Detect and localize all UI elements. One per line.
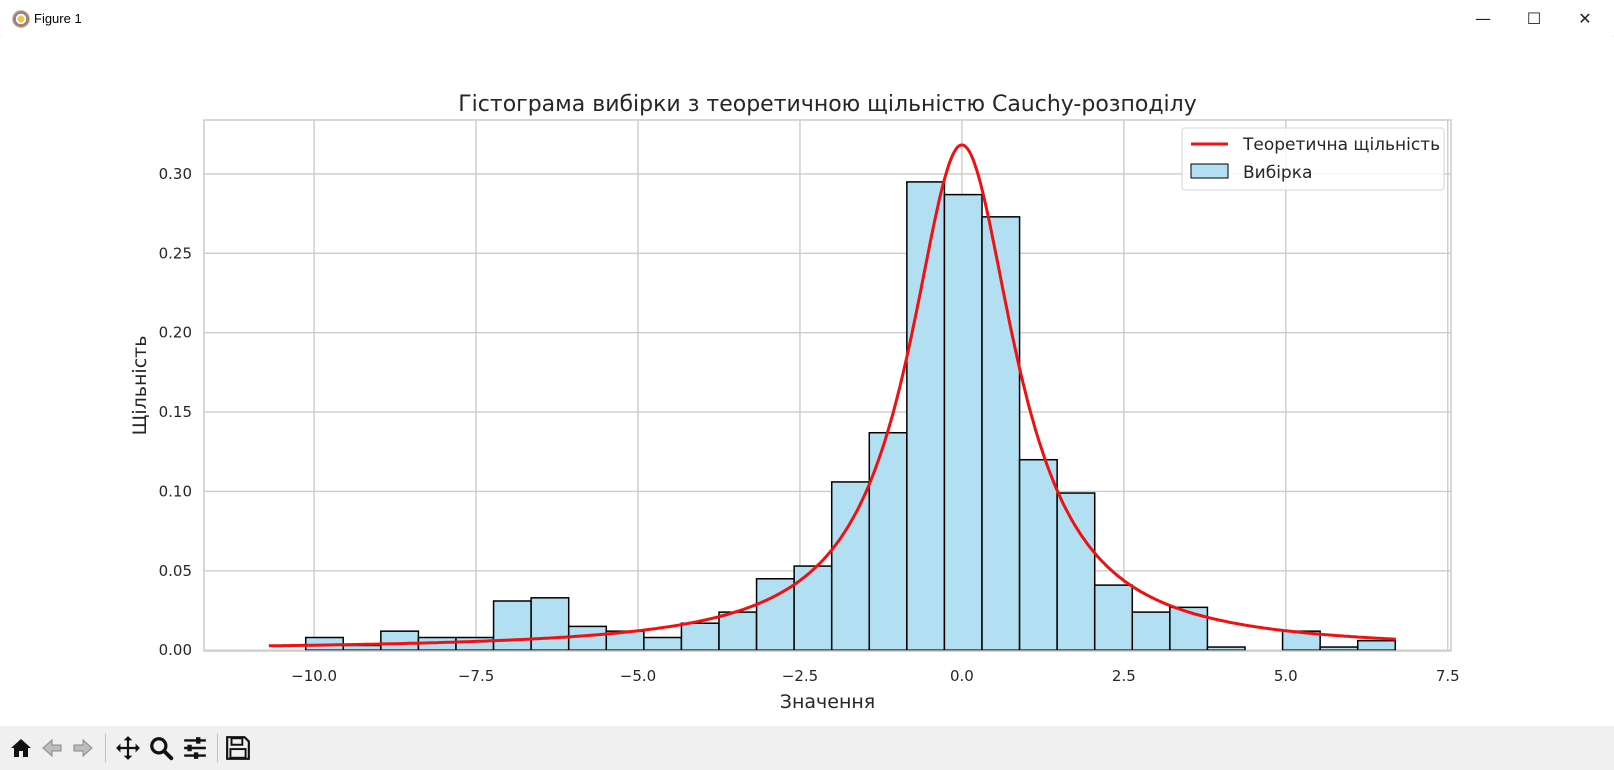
save-icon <box>226 736 250 760</box>
x-tick-label: 2.5 <box>1112 667 1136 685</box>
figure-canvas[interactable]: −10.0 −7.5 −5.0 −2.5 0.0 2.5 5.0 7.5 0.00 0.05 0.… <box>2 36 1612 726</box>
maximize-button[interactable]: ☐ <box>1526 8 1542 28</box>
matplotlib-logo-icon <box>12 10 30 28</box>
legend-bar-swatch <box>1190 163 1229 179</box>
x-tick-label: 5.0 <box>1274 667 1298 685</box>
x-tick-label: −10.0 <box>291 667 337 685</box>
arrow-left-icon <box>42 738 62 758</box>
magnifier-icon <box>150 737 174 761</box>
histogram-bar <box>1131 611 1171 651</box>
close-button[interactable]: ✕ <box>1578 8 1592 28</box>
histogram-bar <box>1356 639 1397 651</box>
histogram-bar <box>643 636 683 651</box>
home-button[interactable] <box>6 733 36 763</box>
navigation-toolbar <box>0 726 1614 770</box>
x-tick-label: 7.5 <box>1436 667 1460 685</box>
histogram-bar <box>380 630 420 651</box>
pan-button[interactable] <box>113 733 143 763</box>
configure-subplots-button[interactable] <box>180 733 210 763</box>
save-button[interactable] <box>223 733 253 763</box>
x-axis-label: Значення <box>780 691 875 713</box>
toolbar-separator <box>105 734 106 762</box>
histogram-bar <box>906 181 946 651</box>
histogram-bar <box>868 431 908 651</box>
x-tick-label: 0.0 <box>950 667 974 685</box>
home-icon <box>11 739 31 757</box>
y-axis-ticks: 0.00 0.05 0.10 0.15 0.20 0.25 0.30 <box>159 165 192 659</box>
y-tick-label: 0.10 <box>159 482 192 500</box>
y-tick-label: 0.20 <box>159 324 192 342</box>
plot-frame <box>203 119 1452 652</box>
back-button[interactable] <box>37 733 67 763</box>
window-title: Figure 1 <box>34 11 82 26</box>
histogram-bar <box>680 622 720 651</box>
y-tick-label: 0.00 <box>159 641 192 659</box>
histogram-bar <box>718 611 758 651</box>
density-curve <box>268 143 1396 648</box>
minimize-button[interactable]: — <box>1475 8 1491 28</box>
y-axis-label: Щільність <box>129 336 151 436</box>
histogram-bar <box>342 644 382 651</box>
histogram-bar <box>981 216 1021 651</box>
title-bar: Figure 1 — ☐ ✕ <box>0 0 1614 37</box>
histogram-bar <box>567 625 608 651</box>
histogram-bar <box>455 636 495 651</box>
x-axis-ticks: −10.0 −7.5 −5.0 −2.5 0.0 2.5 5.0 7.5 <box>291 667 1460 685</box>
histogram-chart: −10.0 −7.5 −5.0 −2.5 0.0 2.5 5.0 7.5 0.000.050.… <box>129 92 1460 713</box>
move-icon <box>116 736 140 760</box>
zoom-button[interactable] <box>146 733 176 763</box>
y-tick-label: 0.30 <box>159 165 192 183</box>
x-tick-label: −2.5 <box>782 667 818 685</box>
histogram-bar <box>1206 646 1246 651</box>
histogram-bars <box>304 181 1397 651</box>
histogram-bar <box>530 597 570 651</box>
histogram-bar <box>943 193 983 651</box>
legend-bar-label: Вибірка <box>1243 163 1312 183</box>
legend-box <box>1181 127 1445 191</box>
histogram-bar <box>830 481 871 651</box>
histogram-bar <box>793 565 833 651</box>
legend-line-label: Теоретична щільність <box>1242 135 1440 155</box>
toolbar-separator <box>217 734 218 762</box>
density-curve-layer <box>268 143 1396 648</box>
histogram-bar <box>755 578 795 651</box>
histogram-bar <box>1169 606 1209 651</box>
chart-title: Гістограма вибірки з теоретичною щільніс… <box>458 92 1196 117</box>
histogram-bar <box>1018 458 1058 651</box>
y-tick-label: 0.15 <box>159 403 192 421</box>
y-tick-label: 0.25 <box>159 244 192 262</box>
legend: Теоретична щільність Вибірка <box>1181 127 1445 191</box>
histogram-bar <box>1319 646 1359 651</box>
grid <box>204 120 1451 651</box>
sliders-icon <box>184 737 206 759</box>
histogram-bar <box>492 600 532 651</box>
arrow-right-icon <box>73 738 93 758</box>
x-tick-label: −5.0 <box>620 667 656 685</box>
histogram-bar <box>1093 584 1134 651</box>
x-tick-label: −7.5 <box>458 667 494 685</box>
forward-button[interactable] <box>68 733 98 763</box>
histogram-bar <box>1056 492 1096 651</box>
y-tick-label: 0.05 <box>159 562 192 580</box>
